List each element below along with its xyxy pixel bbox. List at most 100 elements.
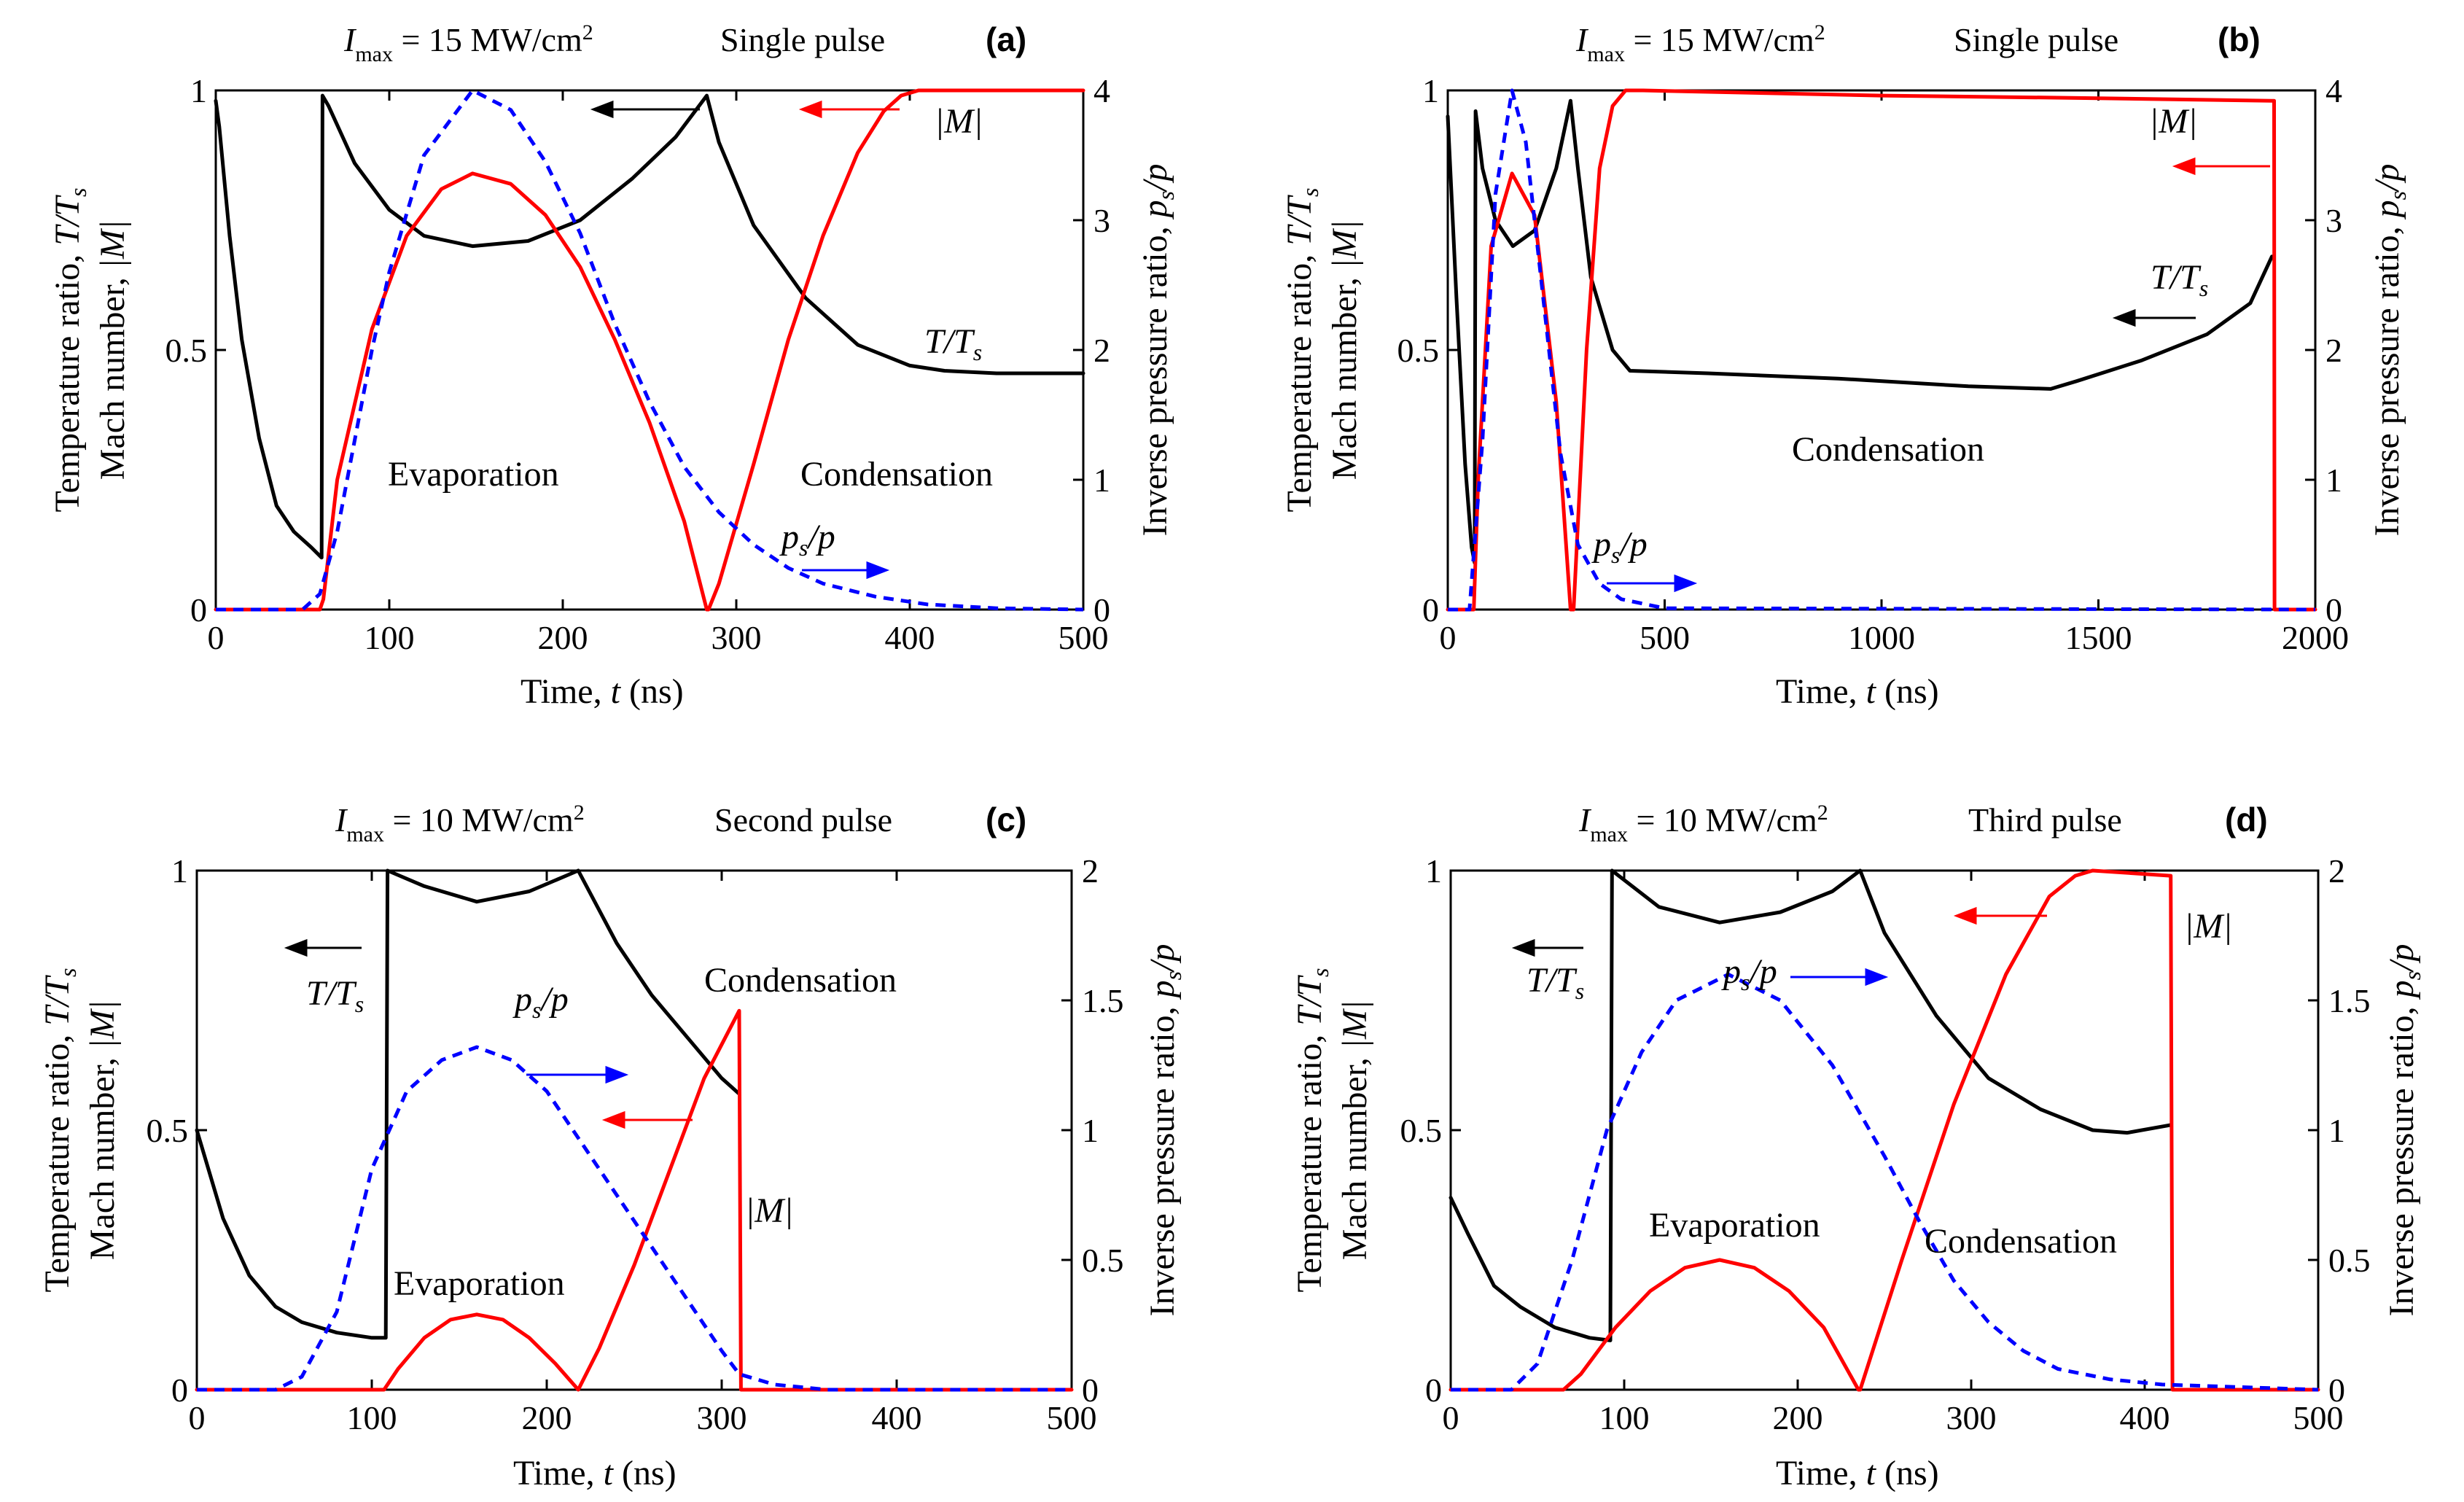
title-intensity-d: Imax = 10 MW/cm2: [1578, 801, 1828, 847]
ylabel-left-temp-a: Temperature ratio, T/Ts: [48, 188, 91, 513]
label-pressure-b: ps/p: [1591, 525, 1648, 568]
y-right-tick-label: 0.5: [2328, 1242, 2371, 1279]
x-tick-label: 400: [885, 619, 935, 656]
y-right-tick-label: 0.5: [1082, 1242, 1124, 1279]
annotation-evaporation-d: Evaporation: [1649, 1206, 1820, 1245]
x-tick-label: 0: [1443, 1399, 1459, 1436]
y-right-tick-label: 1: [1082, 1112, 1099, 1149]
series-mach-b: [1446, 88, 2317, 612]
ylabel-right-d: Inverse pressure ratio, ps/p: [2382, 944, 2425, 1317]
title-intensity-c: Imax = 10 MW/cm2: [335, 801, 585, 847]
y-right-tick-label: 0: [1093, 591, 1110, 629]
y-left-tick-label: 1: [190, 72, 207, 109]
ylabel-left-mach-d: Mach number, |M|: [1336, 1000, 1374, 1260]
series-mach-c: [195, 1008, 1074, 1392]
y-left-tick-label: 0.5: [147, 1112, 189, 1149]
series-mach-d: [1449, 868, 2320, 1392]
y-right-tick-label: 2: [2328, 852, 2345, 890]
y-right-tick-label: 4: [2325, 72, 2342, 109]
x-tick-label: 200: [1773, 1399, 1823, 1436]
y-right-tick-label: 2: [2325, 332, 2342, 369]
title-intensity-a: Imax = 15 MW/cm2: [343, 20, 593, 66]
ylabel-right-c: Inverse pressure ratio, ps/p: [1143, 944, 1186, 1317]
y-right-tick-label: 3: [1093, 202, 1110, 239]
annotation-evaporation-c: Evaporation: [394, 1264, 565, 1303]
series-group-c: [195, 868, 1074, 1392]
title-pulse-d: Third pulse: [1968, 801, 2122, 838]
y-right-tick-label: 4: [1093, 72, 1110, 109]
series-group-b: [1446, 88, 2317, 612]
y-right-tick-label: 0: [1082, 1371, 1099, 1409]
x-tick-label: 300: [697, 1399, 747, 1436]
y-right-tick-label: 1: [1093, 462, 1110, 499]
y-right-tick-label: 1.5: [1082, 982, 1124, 1019]
y-left-tick-label: 1: [1422, 72, 1439, 109]
label-pressure-d: ps/p: [1721, 952, 1777, 995]
ylabel-left-mach-a: Mach number, |M|: [93, 220, 132, 480]
y-right-tick-label: 0: [2325, 591, 2342, 629]
y-left-tick-label: 0: [1425, 1371, 1442, 1409]
x-tick-label: 300: [1946, 1399, 1997, 1436]
x-tick-label: 1000: [1848, 619, 1915, 656]
panel-label-d: (d): [2225, 801, 2268, 838]
label-mach-b: |M|: [2149, 102, 2197, 141]
y-right-tick-label: 2: [1082, 852, 1099, 890]
title-pulse-c: Second pulse: [714, 801, 892, 838]
x-tick-label: 400: [2120, 1399, 2170, 1436]
arrow-mach-d: [1953, 906, 2047, 925]
series-temperature-a: [214, 93, 1085, 560]
x-tick-label: 300: [711, 619, 762, 656]
series-pressure-a: [216, 88, 1084, 612]
series-pressure-b: [1448, 88, 2316, 612]
arrow-temperature-c: [284, 938, 362, 957]
series-temperature-b: [1446, 98, 2274, 565]
x-tick-label: 500: [1047, 1399, 1097, 1436]
y-left-tick-label: 0: [190, 591, 207, 629]
x-tick-label: 1500: [2065, 619, 2132, 656]
series-pressure-c: [197, 1045, 1072, 1392]
label-mach-a: |M|: [935, 102, 983, 141]
ylabel-right-a: Inverse pressure ratio, ps/p: [1136, 164, 1179, 537]
series-mach-a: [214, 88, 1085, 612]
xlabel-c: Time, t (ns): [513, 1454, 677, 1493]
title-intensity-b: Imax = 15 MW/cm2: [1575, 20, 1825, 66]
xlabel-b: Time, t (ns): [1776, 672, 1939, 711]
ylabel-left-mach-b: Mach number, |M|: [1325, 220, 1364, 480]
annotation-condensation-b: Condensation: [1792, 430, 1984, 469]
annotation-evaporation-a: Evaporation: [388, 455, 559, 494]
y-right-tick-label: 3: [2325, 202, 2342, 239]
x-tick-label: 100: [1599, 1399, 1650, 1436]
series-temperature-d: [1449, 868, 2173, 1342]
series-group-d: [1449, 868, 2320, 1392]
panel-label-a: (a): [986, 20, 1026, 58]
arrow-pressure-b: [1607, 574, 1698, 593]
x-tick-label: 100: [364, 619, 415, 656]
xlabel-d: Time, t (ns): [1776, 1454, 1939, 1493]
ylabel-left-temp-b: Temperature ratio, T/Ts: [1280, 188, 1323, 513]
ylabel-left-temp-c: Temperature ratio, T/Ts: [38, 968, 81, 1293]
arrow-temperature-d: [1511, 938, 1583, 957]
x-tick-label: 200: [538, 619, 588, 656]
y-right-tick-label: 0: [2328, 1371, 2345, 1409]
panel-label-b: (b): [2218, 20, 2261, 58]
ylabel-right-b: Inverse pressure ratio, ps/p: [2368, 164, 2411, 537]
label-pressure-c: ps/p: [512, 980, 569, 1023]
ylabel-left-mach-c: Mach number, |M|: [83, 1000, 122, 1260]
y-left-tick-label: 1: [1425, 852, 1442, 890]
arrow-mach-a: [798, 100, 900, 119]
label-temperature-b: T/Ts: [2151, 258, 2208, 301]
title-pulse-a: Single pulse: [720, 21, 885, 58]
panel-label-c: (c): [986, 801, 1026, 838]
x-tick-label: 400: [872, 1399, 922, 1436]
series-temperature-c: [195, 868, 741, 1340]
x-tick-label: 500: [2293, 1399, 2344, 1436]
